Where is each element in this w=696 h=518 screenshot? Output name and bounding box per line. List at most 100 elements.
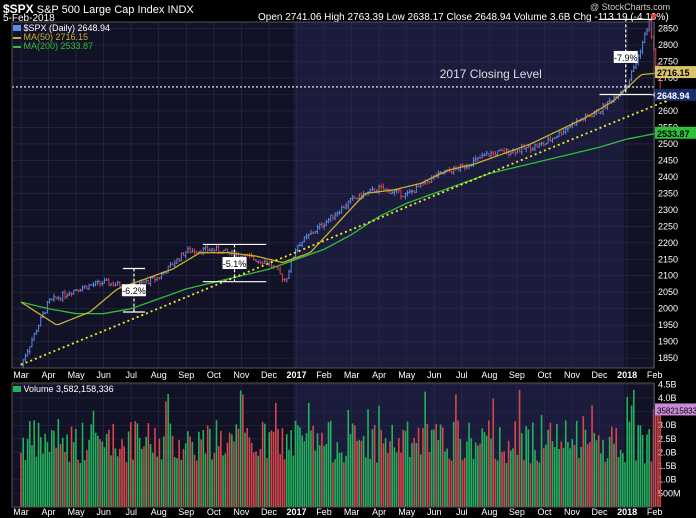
month-label: Jul xyxy=(456,370,468,380)
volume-bar xyxy=(314,450,317,507)
volume-bar xyxy=(549,422,552,507)
month-label: Dec xyxy=(261,370,278,380)
volume-bar xyxy=(33,420,35,507)
volume-bar xyxy=(92,410,95,507)
volume-bar xyxy=(145,436,147,507)
volume-bar xyxy=(525,426,527,507)
month-label: Jun xyxy=(427,370,442,380)
volume-bar xyxy=(332,462,334,507)
volume-bar xyxy=(151,452,154,507)
legend-volume: Volume 3,582,158,336 xyxy=(13,384,114,394)
volume-bar xyxy=(143,446,145,507)
volume-bar xyxy=(28,421,31,507)
volume-bar xyxy=(490,438,492,507)
volume-bar xyxy=(635,460,637,507)
month-label: Nov xyxy=(233,370,250,380)
volume-bar xyxy=(395,452,398,507)
volume-bar xyxy=(633,389,635,507)
volume-bar xyxy=(277,429,279,507)
volume-bar xyxy=(654,409,657,507)
volume-bar xyxy=(42,453,44,507)
volume-bar xyxy=(558,448,560,507)
month-label: Feb xyxy=(316,370,332,380)
volume-bar xyxy=(217,446,220,507)
month-label: Dec xyxy=(261,507,278,517)
volume-bar xyxy=(325,443,328,507)
volume-bar xyxy=(351,423,354,507)
volume-bar xyxy=(505,463,508,507)
volume-bar xyxy=(419,454,422,507)
correction-label: -6.2% xyxy=(122,286,146,296)
volume-bar xyxy=(560,441,563,507)
volume-bar xyxy=(452,421,455,507)
volume-bar xyxy=(99,439,101,507)
volume-bar xyxy=(318,445,321,507)
volume-bar xyxy=(127,431,130,507)
volume-bar xyxy=(257,455,260,507)
volume-bar xyxy=(50,429,53,507)
volume-tick-label: 500M xyxy=(658,488,681,498)
volume-bar xyxy=(384,438,387,507)
ohlc-readout: Open 2741.06 High 2763.39 Low 2638.17 Cl… xyxy=(258,12,669,23)
volume-bar xyxy=(637,425,639,507)
month-label: Mar xyxy=(13,370,29,380)
volume-bar xyxy=(347,409,350,507)
price-tick-label: 2350 xyxy=(658,188,678,198)
volume-bar xyxy=(466,441,468,507)
month-label: 2017 xyxy=(286,370,306,380)
volume-bar xyxy=(461,460,464,507)
volume-bar xyxy=(622,453,624,507)
volume-bar xyxy=(580,447,582,507)
volume-bar xyxy=(182,449,185,507)
volume-bar xyxy=(75,428,77,507)
volume-bar xyxy=(641,434,644,507)
volume-bar xyxy=(303,441,306,507)
price-tick-label: 1950 xyxy=(658,320,678,330)
volume-bar xyxy=(213,452,216,507)
volume-bar xyxy=(459,438,462,507)
volume-bar xyxy=(531,422,534,507)
volume-bar xyxy=(72,442,75,507)
ma200-line xyxy=(20,132,661,315)
volume-bar xyxy=(48,451,51,507)
volume-bar xyxy=(180,459,183,507)
exchange: INDX xyxy=(167,4,194,16)
volume-bar xyxy=(575,420,578,507)
volume-bar xyxy=(545,444,547,507)
volume-bar xyxy=(37,423,40,507)
month-label: Mar xyxy=(344,370,360,380)
volume-bar xyxy=(415,443,418,507)
volume-bar xyxy=(371,429,374,507)
volume-bar xyxy=(406,421,409,507)
legend-ma200-label: MA(200) 2533.87 xyxy=(23,41,94,51)
volume-bar xyxy=(61,437,64,507)
volume-bar xyxy=(171,435,174,507)
volume-bar xyxy=(272,431,275,507)
volume-bar xyxy=(307,402,310,507)
volume-bar xyxy=(178,440,180,507)
price-tick-label: 2000 xyxy=(658,304,678,314)
volume-bar xyxy=(292,455,295,507)
volume-bar xyxy=(518,389,521,507)
ma50-tag-bg xyxy=(655,66,696,79)
volume-bar xyxy=(597,435,600,507)
volume-bar xyxy=(53,430,55,507)
volume-bar xyxy=(202,430,205,507)
volume-bar xyxy=(323,445,325,507)
volume-bar xyxy=(110,455,112,507)
month-label: Aug xyxy=(481,507,497,517)
volume-bar xyxy=(274,402,277,507)
volume-panel-border xyxy=(11,382,655,508)
volume-bar xyxy=(138,437,141,507)
volume-bar xyxy=(591,405,593,507)
volume-bar xyxy=(198,431,200,507)
volume-bar xyxy=(613,443,615,507)
volume-bar xyxy=(242,394,244,507)
volume-bar xyxy=(90,424,93,507)
volume-bar xyxy=(195,460,198,507)
volume-tick-label: 1.0B xyxy=(658,475,677,485)
month-label: Oct xyxy=(537,370,552,380)
price-tick-label: 2450 xyxy=(658,155,678,165)
volume-bar xyxy=(86,450,88,507)
month-label: Nov xyxy=(564,370,581,380)
